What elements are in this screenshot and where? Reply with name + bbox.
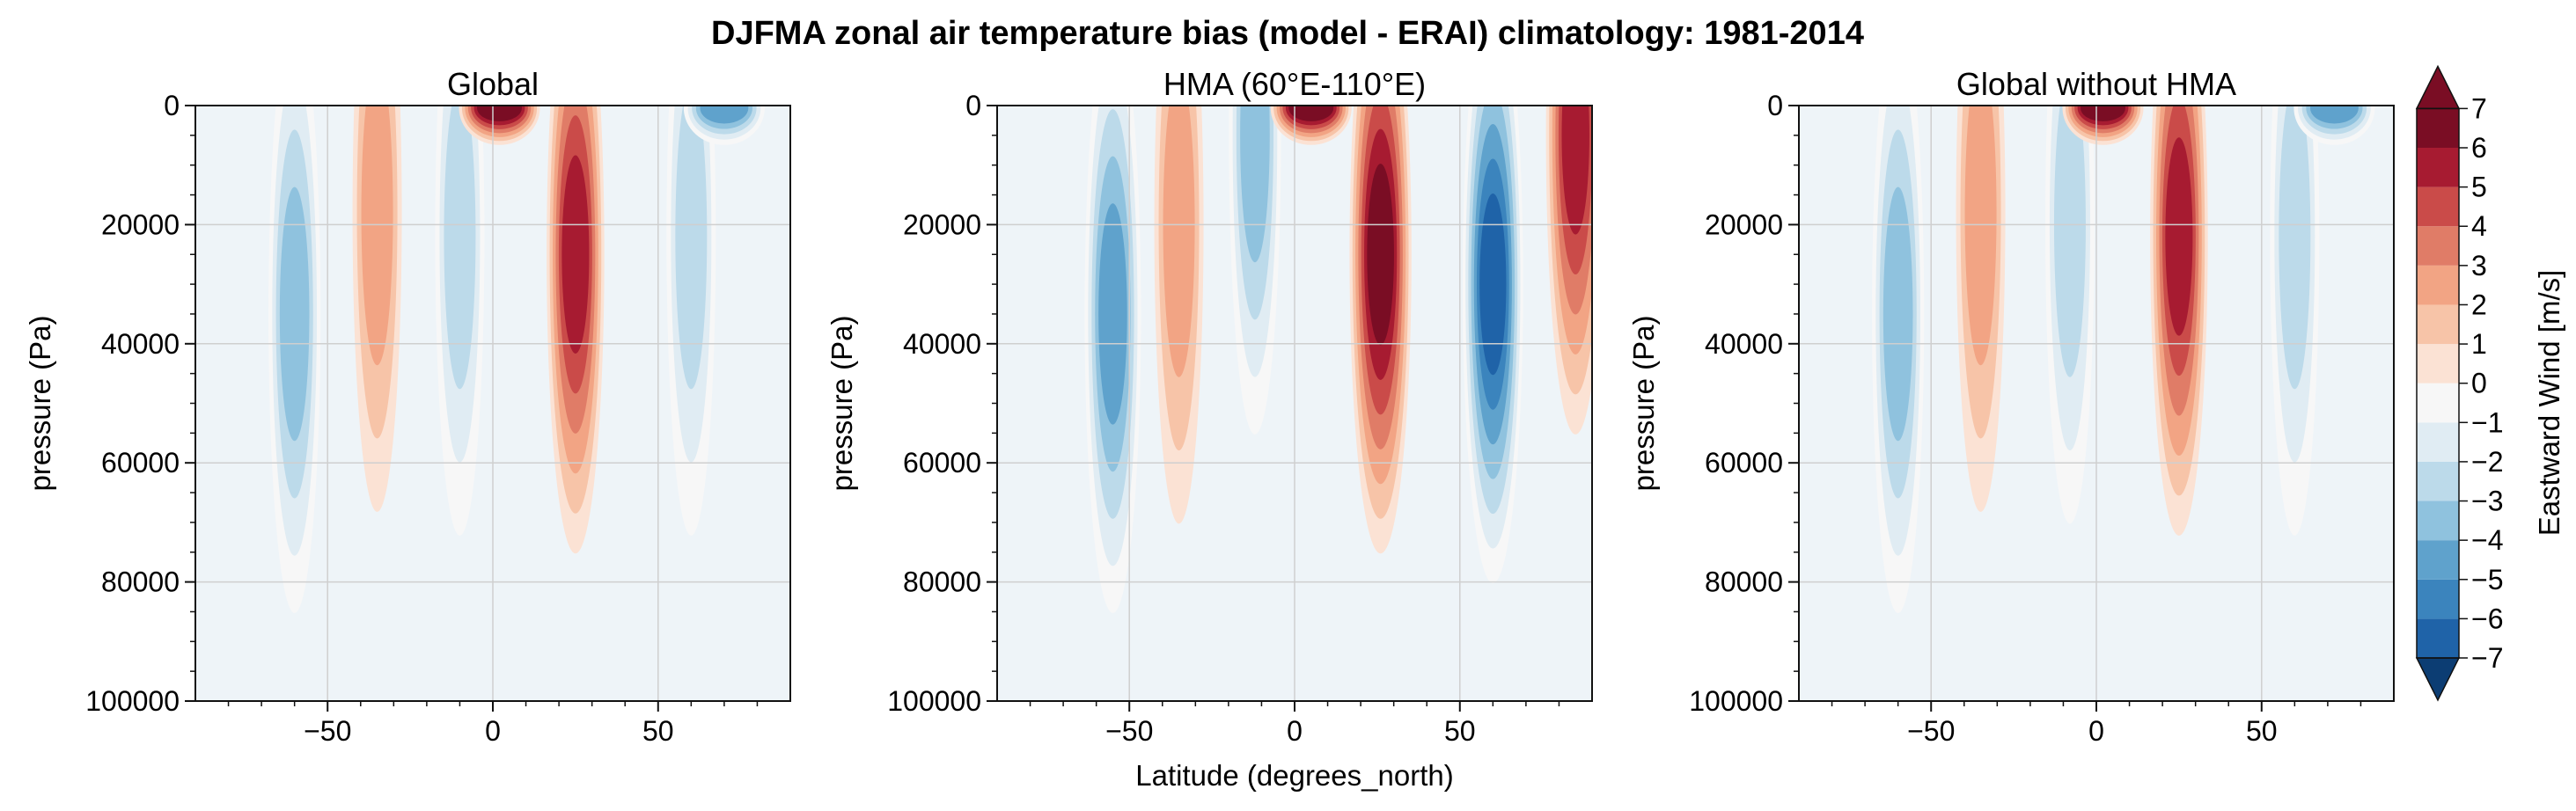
panel-title: Global xyxy=(447,66,539,102)
y-tick-label: 80000 xyxy=(101,566,180,598)
contour-0-2-3 xyxy=(444,106,476,390)
colorbar-tick-label: 4 xyxy=(2471,210,2487,242)
contour-2-0-4 xyxy=(1882,186,1913,442)
contour-0-4-6 xyxy=(561,155,590,354)
y-tick-label: 100000 xyxy=(85,685,180,717)
y-tick-label: 60000 xyxy=(101,447,180,479)
y-axis-label: pressure (Pa) xyxy=(1627,316,1660,492)
colorbar-segment xyxy=(2417,500,2459,541)
contour-0-1-3 xyxy=(361,106,393,366)
y-tick-label: 60000 xyxy=(1705,447,1783,479)
panel-1: HMA (60°E-110°E) 0 20000 40000 60000 80000 100… xyxy=(826,66,1593,747)
colorbar-tick-label: −3 xyxy=(2471,486,2503,517)
colorbar-tick-label: 2 xyxy=(2471,289,2487,320)
colorbar-tick-label: 0 xyxy=(2471,368,2487,399)
colorbar-segment xyxy=(2417,383,2459,423)
colorbar: −7 −6 −5 −4 −3 −2 −1 0 1 2 3 4 5 6 7 Eastward Wind [m/s… xyxy=(2415,64,2565,702)
contour-1-0-5 xyxy=(1098,203,1127,425)
contour-2-4-6 xyxy=(2165,137,2193,336)
contour-0-0-4 xyxy=(279,186,310,442)
colorbar-tick-label: −4 xyxy=(2471,524,2503,556)
y-tick-label: 20000 xyxy=(903,208,981,240)
y-tick-label: 0 xyxy=(965,90,981,121)
contour-1-3-7 xyxy=(1288,106,1334,121)
colorbar-segment xyxy=(2417,618,2459,658)
y-axis-label: pressure (Pa) xyxy=(826,316,858,492)
colorbar-tick-label: 5 xyxy=(2471,172,2487,203)
panel-title: HMA (60°E-110°E) xyxy=(1163,66,1426,102)
y-tick-label: 20000 xyxy=(1705,208,1783,240)
y-tick-label: 80000 xyxy=(1705,566,1783,598)
colorbar-tick-label: 6 xyxy=(2471,132,2487,164)
colorbar-segment xyxy=(2417,265,2459,305)
y-tick-label: 40000 xyxy=(903,328,981,360)
contour-1-1-3 xyxy=(1163,106,1195,377)
colorbar-segment xyxy=(2417,540,2459,580)
contour-2-1-3 xyxy=(1964,106,1997,366)
contour-1-6-6 xyxy=(1561,106,1589,235)
contour-2-6-5 xyxy=(2309,106,2359,124)
colorbar-segment xyxy=(2417,461,2459,501)
colorbar-segment xyxy=(2417,422,2459,462)
panel-2: Global without HMA 0 20000 40000 60000 80000 1… xyxy=(1627,66,2395,747)
colorbar-tick-label: −1 xyxy=(2471,406,2503,438)
colorbar-tick-label: −6 xyxy=(2471,603,2503,634)
contour-1-4-7 xyxy=(1367,164,1394,346)
contour-2-3-7 xyxy=(2081,106,2125,121)
y-tick-label: 0 xyxy=(1767,90,1783,121)
x-tick-label: −50 xyxy=(1907,715,1955,747)
panel-title: Global without HMA xyxy=(1956,66,2236,102)
colorbar-segment xyxy=(2417,186,2459,227)
contour-0-5-3 xyxy=(675,106,708,390)
y-tick-label: 100000 xyxy=(887,685,981,717)
contour-0-3-7 xyxy=(477,106,522,121)
y-tick-label: 80000 xyxy=(903,566,981,598)
figure-suptitle: DJFMA zonal air temperature bias (model … xyxy=(711,15,1864,52)
x-tick-label: 50 xyxy=(2246,715,2278,747)
contour-1-2-4 xyxy=(1240,106,1270,263)
colorbar-tick-label: −5 xyxy=(2471,564,2503,595)
contour-2-2-3 xyxy=(2053,106,2086,377)
contour-1-5-7 xyxy=(1479,193,1507,376)
colorbar-label: Eastward Wind [m/s] xyxy=(2533,270,2565,537)
colorbar-segment xyxy=(2417,304,2459,345)
x-tick-label: 0 xyxy=(2088,715,2104,747)
colorbar-segment xyxy=(2417,108,2459,148)
x-tick-label: 0 xyxy=(485,715,501,747)
y-tick-label: 0 xyxy=(164,90,180,121)
y-tick-label: 40000 xyxy=(101,328,180,360)
y-tick-label: 40000 xyxy=(1705,328,1783,360)
x-axis-label: Latitude (degrees_north) xyxy=(1135,759,1453,792)
colorbar-tick-label: 3 xyxy=(2471,250,2487,281)
contour-2-5-3 xyxy=(2279,106,2311,390)
x-tick-label: 50 xyxy=(642,715,674,747)
x-tick-label: 50 xyxy=(1444,715,1476,747)
x-tick-label: 0 xyxy=(1287,715,1303,747)
colorbar-extend-max xyxy=(2415,64,2461,110)
colorbar-segment xyxy=(2417,148,2459,187)
colorbar-segment xyxy=(2417,226,2459,266)
colorbar-segment xyxy=(2417,344,2459,384)
y-tick-label: 60000 xyxy=(903,447,981,479)
colorbar-segment xyxy=(2417,579,2459,619)
colorbar-tick-label: 7 xyxy=(2471,92,2487,124)
y-axis-label: pressure (Pa) xyxy=(24,316,56,492)
colorbar-tick-label: −7 xyxy=(2471,642,2503,674)
y-tick-label: 100000 xyxy=(1689,685,1783,717)
contour-0-6-5 xyxy=(700,106,749,124)
colorbar-tick-label: −2 xyxy=(2471,446,2503,478)
x-tick-label: −50 xyxy=(1105,715,1153,747)
panel-0: Global 0 20000 40000 60000 80000 100000 −50 0 50 p… xyxy=(24,66,791,747)
colorbar-extend-min xyxy=(2415,657,2461,702)
y-tick-label: 20000 xyxy=(101,208,180,240)
x-tick-label: −50 xyxy=(304,715,351,747)
colorbar-tick-label: 1 xyxy=(2471,328,2487,360)
